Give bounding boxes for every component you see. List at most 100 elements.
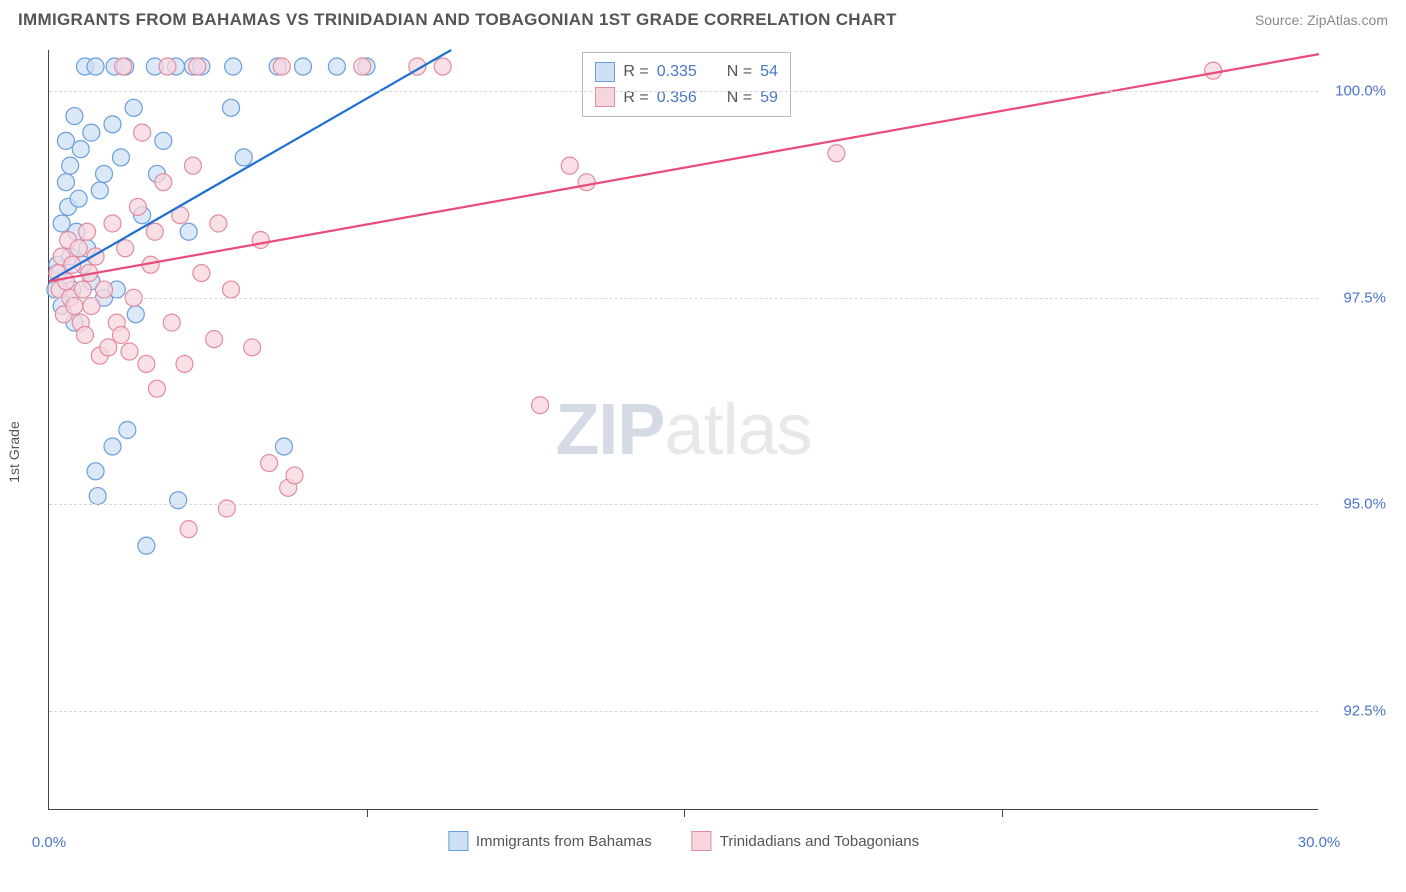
- legend-row-trinidad: R = 0.356N = 59: [595, 85, 778, 111]
- data-point-trinidad: [96, 281, 113, 298]
- data-point-bahamas: [70, 190, 87, 207]
- gridline: [49, 504, 1318, 505]
- data-point-bahamas: [295, 58, 312, 75]
- data-point-bahamas: [66, 108, 83, 125]
- gridline: [49, 711, 1318, 712]
- statistics-legend: R = 0.335N = 54R = 0.356N = 59: [582, 52, 791, 117]
- x-minor-tick: [367, 809, 368, 817]
- data-point-trinidad: [578, 174, 595, 191]
- data-point-trinidad: [83, 298, 100, 315]
- data-point-bahamas: [104, 438, 121, 455]
- data-point-trinidad: [104, 215, 121, 232]
- legend-row-bahamas: R = 0.335N = 54: [595, 59, 778, 85]
- data-point-bahamas: [72, 141, 89, 158]
- series-label: Immigrants from Bahamas: [476, 833, 652, 850]
- data-point-trinidad: [129, 198, 146, 215]
- data-point-trinidad: [159, 58, 176, 75]
- legend-r-label: R =: [623, 59, 648, 85]
- data-point-bahamas: [225, 58, 242, 75]
- series-swatch-bahamas: [448, 831, 468, 851]
- data-point-trinidad: [1205, 62, 1222, 79]
- data-point-trinidad: [117, 240, 134, 257]
- gridline: [49, 91, 1318, 92]
- data-point-trinidad: [206, 331, 223, 348]
- series-swatch-trinidad: [692, 831, 712, 851]
- series-legend: Immigrants from Bahamas Trinidadians and …: [448, 831, 919, 851]
- plot-area: ZIPatlas R = 0.335N = 54R = 0.356N = 59 …: [48, 50, 1318, 810]
- data-point-bahamas: [155, 132, 172, 149]
- trend-line-bahamas: [49, 50, 451, 281]
- x-tick-label: 30.0%: [1298, 834, 1341, 851]
- data-point-bahamas: [53, 215, 70, 232]
- data-point-bahamas: [89, 488, 106, 505]
- data-point-bahamas: [57, 174, 74, 191]
- source-attribution: Source: ZipAtlas.com: [1255, 12, 1388, 28]
- data-point-bahamas: [223, 99, 240, 116]
- data-point-trinidad: [112, 327, 129, 344]
- data-point-trinidad: [210, 215, 227, 232]
- x-minor-tick: [684, 809, 685, 817]
- plot-svg: [49, 50, 1318, 809]
- data-point-trinidad: [273, 58, 290, 75]
- series-legend-item-bahamas: Immigrants from Bahamas: [448, 831, 652, 851]
- data-point-trinidad: [163, 314, 180, 331]
- data-point-bahamas: [87, 58, 104, 75]
- data-point-trinidad: [184, 157, 201, 174]
- data-point-bahamas: [138, 537, 155, 554]
- data-point-trinidad: [74, 281, 91, 298]
- data-point-bahamas: [170, 492, 187, 509]
- data-point-trinidad: [180, 521, 197, 538]
- data-point-trinidad: [244, 339, 261, 356]
- data-point-bahamas: [87, 463, 104, 480]
- data-point-trinidad: [134, 124, 151, 141]
- data-point-trinidad: [115, 58, 132, 75]
- y-tick-label: 97.5%: [1343, 289, 1386, 306]
- legend-swatch-bahamas: [595, 62, 615, 82]
- data-point-trinidad: [261, 455, 278, 472]
- data-point-bahamas: [125, 99, 142, 116]
- series-legend-item-trinidad: Trinidadians and Tobagonians: [692, 831, 919, 851]
- data-point-trinidad: [218, 500, 235, 517]
- data-point-trinidad: [286, 467, 303, 484]
- data-point-trinidad: [193, 265, 210, 282]
- data-point-trinidad: [223, 281, 240, 298]
- data-point-trinidad: [76, 327, 93, 344]
- data-point-bahamas: [275, 438, 292, 455]
- data-point-bahamas: [83, 124, 100, 141]
- data-point-trinidad: [828, 145, 845, 162]
- data-point-trinidad: [100, 339, 117, 356]
- gridline: [49, 298, 1318, 299]
- data-point-trinidad: [561, 157, 578, 174]
- y-tick-label: 95.0%: [1343, 496, 1386, 513]
- data-point-bahamas: [57, 132, 74, 149]
- chart-container: 1st Grade ZIPatlas R = 0.335N = 54R = 0.…: [20, 42, 1390, 862]
- data-point-bahamas: [235, 149, 252, 166]
- data-point-trinidad: [434, 58, 451, 75]
- data-point-trinidad: [148, 380, 165, 397]
- page-title: IMMIGRANTS FROM BAHAMAS VS TRINIDADIAN A…: [18, 10, 897, 30]
- data-point-bahamas: [180, 223, 197, 240]
- y-tick-label: 92.5%: [1343, 702, 1386, 719]
- legend-r-label: R =: [623, 85, 648, 111]
- legend-r-value: 0.356: [657, 85, 697, 111]
- data-point-trinidad: [189, 58, 206, 75]
- legend-n-label: N =: [727, 59, 752, 85]
- legend-r-value: 0.335: [657, 59, 697, 85]
- x-tick-label: 0.0%: [32, 834, 66, 851]
- data-point-trinidad: [79, 223, 96, 240]
- data-point-trinidad: [70, 240, 87, 257]
- data-point-trinidad: [176, 355, 193, 372]
- data-point-bahamas: [104, 116, 121, 133]
- data-point-bahamas: [112, 149, 129, 166]
- legend-n-label: N =: [727, 85, 752, 111]
- data-point-bahamas: [96, 165, 113, 182]
- data-point-bahamas: [91, 182, 108, 199]
- data-point-bahamas: [119, 422, 136, 439]
- y-tick-label: 100.0%: [1335, 83, 1386, 100]
- data-point-bahamas: [62, 157, 79, 174]
- data-point-trinidad: [138, 355, 155, 372]
- source-link[interactable]: ZipAtlas.com: [1307, 12, 1388, 28]
- y-axis-label: 1st Grade: [6, 421, 22, 482]
- series-label: Trinidadians and Tobagonians: [720, 833, 919, 850]
- data-point-trinidad: [121, 343, 138, 360]
